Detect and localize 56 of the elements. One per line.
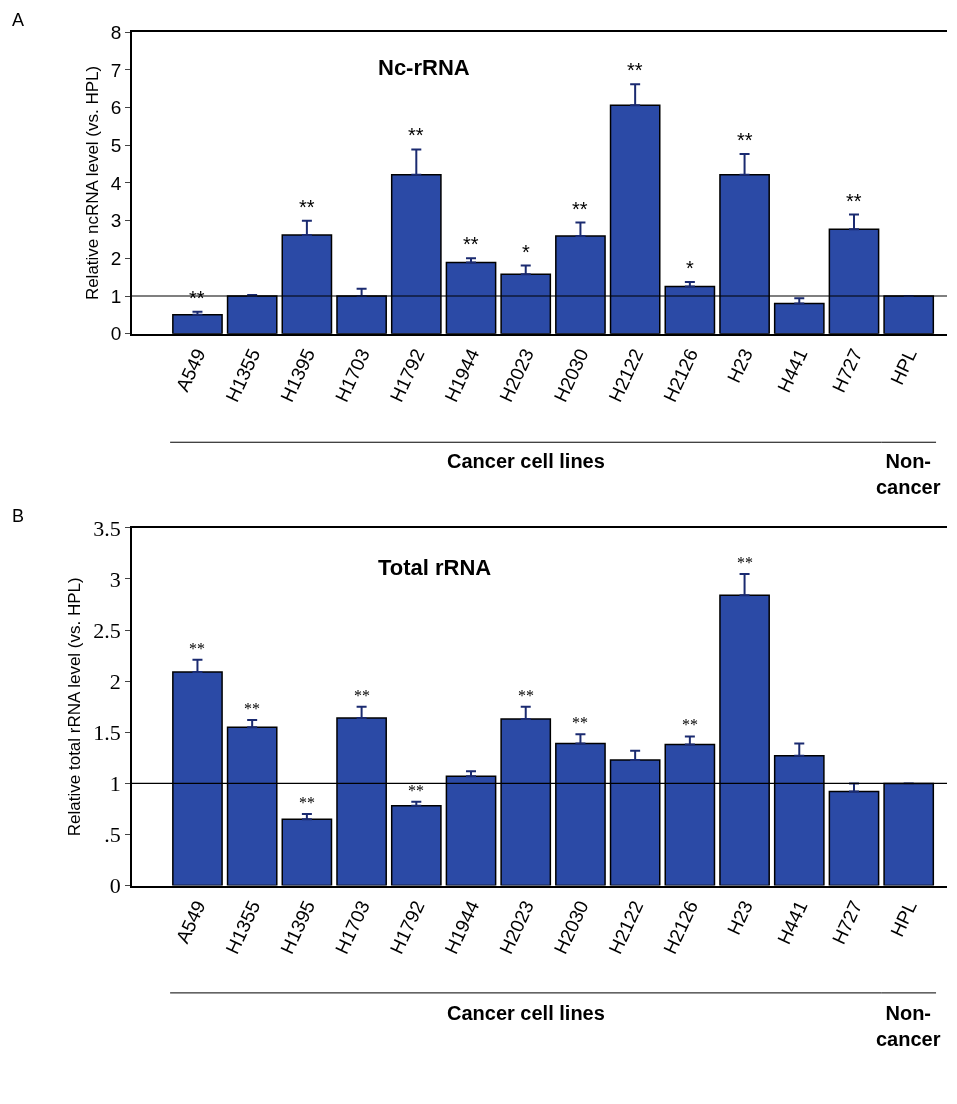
text: Cancer cell lines <box>447 1002 605 1024</box>
y-tick-label: 8 <box>110 21 122 43</box>
y-tick-label: 3.5 <box>93 515 121 541</box>
annotation: ** <box>189 287 205 309</box>
annotation: ** <box>737 554 753 571</box>
text: Cancer cell lines <box>447 450 605 472</box>
y-axis-title: Relative ncRNA level (vs. HPL) <box>82 65 102 301</box>
x-tick-label: HPL <box>886 345 921 388</box>
x-tick-label: HPL <box>886 897 921 940</box>
y-tick-label: 3 <box>110 210 122 232</box>
annotation: ** <box>299 794 315 811</box>
annotation: ** <box>189 640 205 657</box>
annotation: ** <box>244 700 260 717</box>
annotation: ** <box>572 198 588 220</box>
y-axis-title: Relative total rRNA level (vs. HPL) <box>65 577 85 837</box>
x-tick-label: A549 <box>171 345 210 395</box>
x-tick-label: H23 <box>723 345 757 387</box>
x-tick-label: A549 <box>171 897 210 947</box>
y-tick-label: 1 <box>110 285 122 307</box>
x-tick-label: H727 <box>828 345 867 396</box>
text: A <box>12 10 25 30</box>
annotation: ** <box>463 233 479 255</box>
text: Total rRNA <box>378 555 492 580</box>
annotation: ** <box>299 196 315 218</box>
y-tick-label: 1.5 <box>93 719 121 745</box>
annotation: ** <box>354 687 370 704</box>
y-tick-label: 2 <box>109 668 121 694</box>
annotation: * <box>522 241 530 263</box>
annotation: ** <box>627 59 643 81</box>
annotation: ** <box>682 716 698 733</box>
y-tick-label: 6 <box>110 97 122 119</box>
text: Non- cancer <box>876 450 941 498</box>
annotation: ** <box>846 190 862 212</box>
y-tick-label: 5 <box>110 134 122 156</box>
annotation: ** <box>572 714 588 731</box>
y-tick-label: 4 <box>110 172 122 194</box>
y-tick-label: 0 <box>110 323 122 345</box>
annotation: * <box>686 257 694 279</box>
x-tick-label: H441 <box>773 345 812 396</box>
annotation: ** <box>737 129 753 151</box>
annotation: ** <box>518 687 534 704</box>
y-tick-label: 2.5 <box>93 617 121 643</box>
y-tick-label: 2 <box>110 247 122 269</box>
y-tick-label: 3 <box>109 566 121 592</box>
y-tick-label: .5 <box>104 822 121 848</box>
annotation: ** <box>408 782 424 799</box>
annotation: ** <box>408 124 424 146</box>
text: Nc-rRNA <box>378 55 470 80</box>
x-tick-label: H441 <box>773 897 812 948</box>
y-tick-label: 7 <box>110 59 122 81</box>
x-tick-label: H23 <box>723 897 757 938</box>
y-tick-label: 1 <box>109 771 121 797</box>
text: B <box>12 506 25 526</box>
x-tick-label: H727 <box>828 897 867 948</box>
y-tick-label: 0 <box>109 873 121 899</box>
text: Non- cancer <box>876 1002 941 1050</box>
